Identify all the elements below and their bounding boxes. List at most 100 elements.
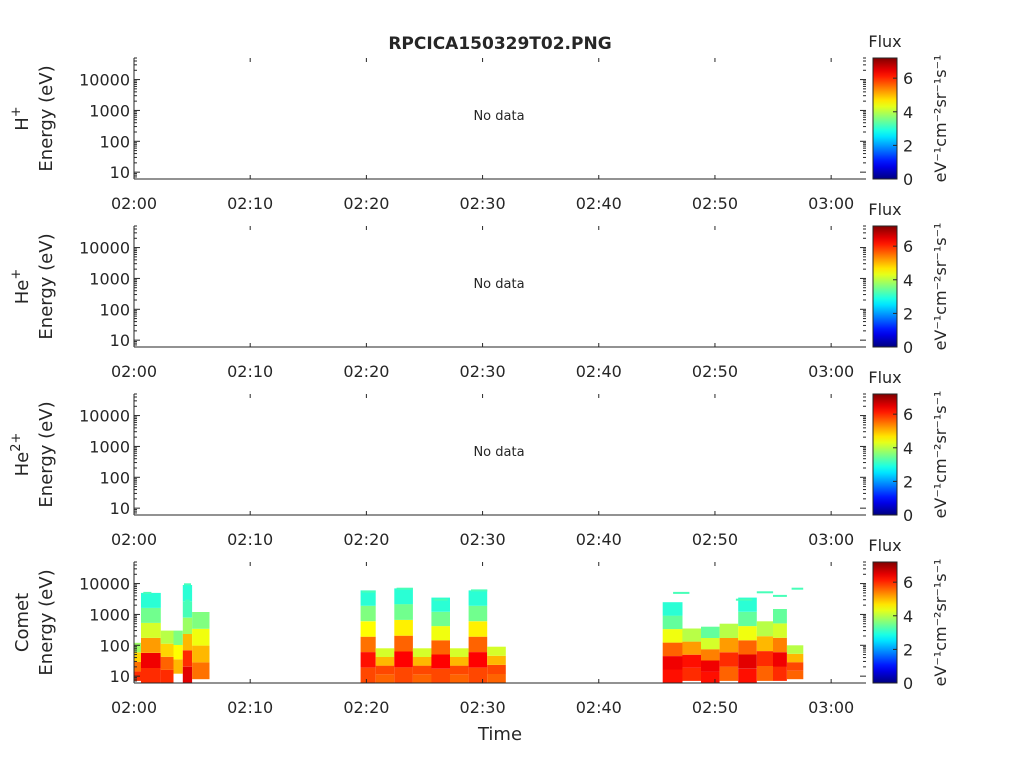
x-tick-label: 03:00 <box>808 698 854 717</box>
species-label: He2+ <box>9 433 33 477</box>
spectrogram-cell <box>719 652 739 667</box>
spectrogram-cell <box>487 646 506 656</box>
colorbar-unit-label: eV⁻¹cm⁻²sr⁻¹s⁻¹ <box>931 55 950 183</box>
species-label: H+ <box>9 106 33 130</box>
species-superscript: + <box>9 269 24 280</box>
spectrogram-cell <box>738 611 757 627</box>
spectrogram-cell <box>701 660 720 672</box>
spectrogram-cell <box>360 605 376 622</box>
spectrogram-cell <box>134 661 141 672</box>
spectrogram-cell <box>375 665 395 675</box>
y-axis-label: Energy (eV) <box>36 233 57 339</box>
x-tick-label: 02:20 <box>343 362 389 381</box>
x-tick-label: 03:00 <box>808 194 854 213</box>
no-data-annotation: No data <box>473 445 524 460</box>
spectrogram-cell <box>738 654 757 669</box>
spectrogram-streak <box>773 594 787 597</box>
colorbar-tick-label: 6 <box>903 405 913 424</box>
y-tick-label: 10 <box>110 163 130 182</box>
spectrogram-cell <box>756 636 774 652</box>
x-tick-label: 02:10 <box>227 698 273 717</box>
colorbar <box>872 561 898 684</box>
panel-heplus: No data 02:00 02:10 02:20 02:30 02:40 02:50 03:… <box>9 200 950 381</box>
spectrogram-cell <box>360 590 376 606</box>
spectrogram-cell <box>701 626 720 638</box>
spectrogram-cell <box>394 604 413 620</box>
y-tick-label: 1000 <box>89 269 130 288</box>
x-tick-label: 02:30 <box>460 362 506 381</box>
x-tick-label: 02:50 <box>692 530 738 549</box>
x-tick-label: 02:50 <box>692 194 738 213</box>
colorbar-tick-label: 4 <box>903 607 913 626</box>
species-superscript: + <box>9 106 24 117</box>
spectrogram-cell <box>141 607 161 623</box>
spectrogram-cell <box>682 667 701 681</box>
spectrogram-cell <box>773 609 787 624</box>
x-tick-label: 02:00 <box>111 530 157 549</box>
x-tick-label: 02:40 <box>576 194 622 213</box>
spectrogram-cell <box>773 652 787 667</box>
spectrogram-cell <box>701 649 720 661</box>
spectrogram-cell <box>394 667 413 683</box>
spectrogram-cell <box>468 605 488 622</box>
colorbar-tick-label: 0 <box>903 338 913 357</box>
spectrogram-cell <box>662 642 683 657</box>
colorbar-tick-label: 2 <box>903 304 913 323</box>
spectrogram-cell <box>182 617 193 634</box>
x-tick-label: 02:30 <box>460 194 506 213</box>
colorbar-tick-label: 2 <box>903 472 913 491</box>
spectrogram-cell <box>487 673 506 683</box>
spectrogram-cell <box>431 668 450 683</box>
x-tick-label: 02:20 <box>343 530 389 549</box>
spectrogram-cell <box>160 656 174 670</box>
spectrogram-cell <box>192 612 210 629</box>
spectrogram-cell <box>773 666 787 681</box>
spectrogram-cell <box>192 645 210 663</box>
x-tick-label: 02:30 <box>460 698 506 717</box>
spectrogram-cell <box>662 656 683 670</box>
spectrogram-cell <box>431 626 450 641</box>
spectrogram-cell <box>719 623 739 638</box>
spectrogram-cell <box>719 638 739 653</box>
spectrogram-cell <box>787 662 804 671</box>
spectrogram-cell <box>787 653 804 663</box>
colorbar-tick-label: 6 <box>903 237 913 256</box>
spectrogram-streak <box>396 587 413 590</box>
spectrogram-cell <box>375 657 395 666</box>
spectrogram-cell <box>682 654 701 668</box>
spectrogram-streak <box>185 599 190 602</box>
spectrogram-cell <box>134 642 141 653</box>
y-tick-label: 10000 <box>79 407 130 426</box>
x-tick-label: 02:20 <box>343 194 389 213</box>
spectrogram-cell <box>360 667 376 683</box>
species-superscript: 2+ <box>9 433 24 452</box>
spectrogram-cell <box>487 664 506 674</box>
spectrogram-cell <box>141 622 161 638</box>
spectrogram-cell <box>468 652 488 668</box>
x-tick-label: 02:30 <box>460 530 506 549</box>
y-tick-label: 100 <box>99 636 130 655</box>
x-tick-label: 02:10 <box>227 530 273 549</box>
spectrogram-cell <box>450 665 469 675</box>
spectrogram-cell <box>141 637 161 653</box>
y-tick-label: 100 <box>99 468 130 487</box>
colorbar <box>872 57 898 180</box>
spectrogram-cell <box>662 602 683 616</box>
colorbar-title: Flux <box>868 536 901 555</box>
spectrogram-cell <box>773 637 787 653</box>
colorbar <box>872 393 898 516</box>
colorbar-title: Flux <box>868 368 901 387</box>
spectrogram-cell <box>431 597 450 612</box>
spectrogram-cell <box>787 645 804 654</box>
colorbar-title: Flux <box>868 200 901 219</box>
panels: No data 02:00 02:10 02:20 02:30 02:40 02:50 03:… <box>9 32 950 717</box>
spectrogram-cell <box>141 592 161 608</box>
spectrogram-cell <box>394 588 413 605</box>
x-tick-label: 02:50 <box>692 698 738 717</box>
y-axis-label: Energy (eV) <box>36 569 57 675</box>
spectrogram-cell <box>450 657 469 666</box>
spectrogram-cell <box>412 657 432 666</box>
spectrogram-streak <box>756 591 774 594</box>
spectrogram-cell <box>160 669 174 683</box>
